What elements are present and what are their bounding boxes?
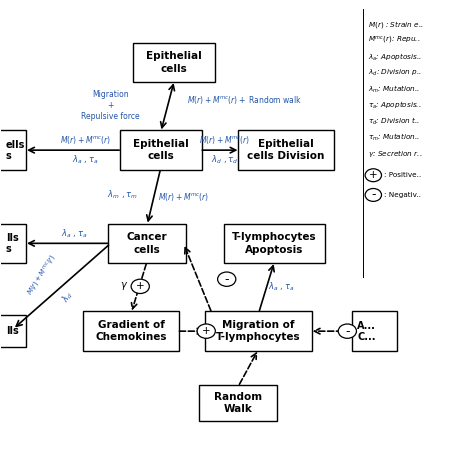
FancyBboxPatch shape — [120, 131, 202, 170]
Text: $\tau_m$: Mutation..: $\tau_m$: Mutation.. — [368, 132, 420, 143]
Text: $\lambda_a\ ,\tau_a$: $\lambda_a\ ,\tau_a$ — [72, 153, 99, 166]
Text: s: s — [6, 151, 12, 160]
Text: Epithelial
cells: Epithelial cells — [147, 51, 202, 74]
Text: ells: ells — [6, 140, 25, 150]
Text: $M(r) + M^{mc}(r) +$ Random walk: $M(r) + M^{mc}(r) +$ Random walk — [187, 94, 303, 106]
FancyBboxPatch shape — [109, 224, 186, 263]
Text: $\tau_d$: Division t..: $\tau_d$: Division t.. — [368, 116, 420, 127]
FancyBboxPatch shape — [83, 311, 179, 351]
Text: A...: A... — [357, 321, 376, 331]
Text: s: s — [6, 244, 12, 254]
Text: $\gamma$: Secretion r..: $\gamma$: Secretion r.. — [368, 148, 422, 159]
Text: lls: lls — [6, 233, 19, 243]
Text: $\lambda_a\ ,\tau_a$: $\lambda_a\ ,\tau_a$ — [61, 228, 87, 240]
FancyBboxPatch shape — [352, 311, 398, 351]
Circle shape — [365, 189, 382, 202]
Text: Migration of
T-lymphocytes: Migration of T-lymphocytes — [216, 320, 301, 343]
Text: $\lambda_d$: Division p..: $\lambda_d$: Division p.. — [368, 68, 422, 78]
Text: -: - — [224, 273, 229, 286]
Text: $M(r)+M^{mc}(r)$: $M(r)+M^{mc}(r)$ — [25, 253, 60, 299]
Circle shape — [365, 169, 382, 182]
Text: Epithelial
cells Division: Epithelial cells Division — [247, 139, 325, 161]
FancyBboxPatch shape — [205, 311, 312, 351]
Text: $M(r)+M^{mc}(r)$: $M(r)+M^{mc}(r)$ — [158, 191, 209, 203]
Text: $\tau_a$: Apoptosis..: $\tau_a$: Apoptosis.. — [368, 100, 421, 111]
Text: Gradient of
Chemokines: Gradient of Chemokines — [95, 320, 167, 343]
Text: $M(r)+M^{mc}(r)$: $M(r)+M^{mc}(r)$ — [199, 135, 250, 147]
FancyBboxPatch shape — [224, 224, 325, 263]
FancyBboxPatch shape — [199, 385, 277, 421]
Text: $\lambda_m\ ,\tau_m$: $\lambda_m\ ,\tau_m$ — [107, 189, 137, 201]
Text: +: + — [202, 326, 211, 336]
Text: -: - — [371, 188, 376, 202]
Text: lls: lls — [6, 326, 19, 336]
Text: $M(r)+M^{mc}(r)$: $M(r)+M^{mc}(r)$ — [60, 135, 111, 147]
Text: +: + — [369, 170, 377, 180]
Text: $\lambda_a\ ,\tau_a$: $\lambda_a\ ,\tau_a$ — [268, 280, 294, 293]
Text: Random
Walk: Random Walk — [214, 392, 262, 414]
Text: $M(r)$ : Strain e..: $M(r)$ : Strain e.. — [368, 19, 424, 30]
Text: $M^{mc}(r)$: Repu..: $M^{mc}(r)$: Repu.. — [368, 35, 420, 46]
Text: C...: C... — [357, 332, 376, 342]
Text: $\lambda_d\ ,\tau_d$: $\lambda_d\ ,\tau_d$ — [211, 153, 238, 166]
Text: $\lambda_m$: Mutation..: $\lambda_m$: Mutation.. — [368, 84, 420, 95]
Text: +: + — [136, 281, 145, 291]
FancyBboxPatch shape — [0, 131, 27, 170]
FancyBboxPatch shape — [133, 43, 215, 82]
Circle shape — [218, 272, 236, 286]
Text: : Positive..: : Positive.. — [384, 172, 421, 178]
Text: $\lambda_a$: Apoptosis..: $\lambda_a$: Apoptosis.. — [368, 52, 422, 63]
Text: Migration
+
Repulsive force: Migration + Repulsive force — [82, 90, 140, 121]
Text: Cancer
cells: Cancer cells — [127, 232, 167, 255]
Text: -: - — [345, 325, 349, 338]
Text: $\lambda_d$: $\lambda_d$ — [59, 289, 76, 305]
Text: : Negativ..: : Negativ.. — [384, 192, 421, 198]
FancyBboxPatch shape — [238, 131, 334, 170]
Text: $\gamma$: $\gamma$ — [120, 280, 128, 292]
Text: Epithelial
cells: Epithelial cells — [133, 139, 189, 161]
FancyBboxPatch shape — [0, 224, 27, 263]
FancyBboxPatch shape — [0, 315, 27, 347]
Text: T-lymphocytes
Apoptosis: T-lymphocytes Apoptosis — [232, 232, 317, 255]
Circle shape — [338, 324, 356, 338]
Circle shape — [131, 279, 149, 294]
Circle shape — [197, 324, 215, 338]
